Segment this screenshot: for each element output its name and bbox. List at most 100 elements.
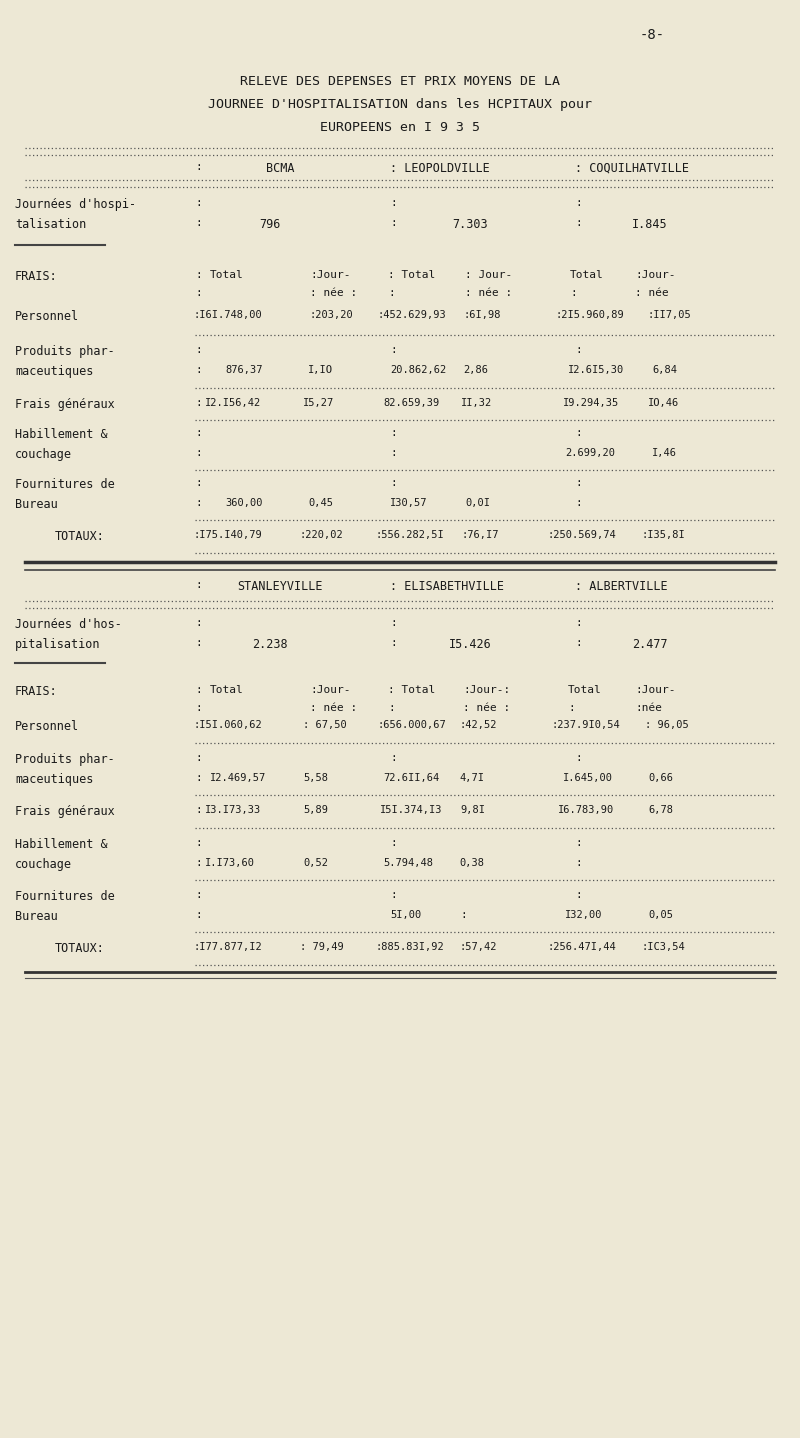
Text: I,IO: I,IO [308,365,333,375]
Text: :I6I.748,00: :I6I.748,00 [193,311,262,321]
Text: I.645,00: I.645,00 [563,774,613,784]
Text: Total: Total [570,270,604,280]
Text: Habillement &: Habillement & [15,429,108,441]
Text: :Jour-: :Jour- [635,270,675,280]
Text: STANLEYVILLE: STANLEYVILLE [238,580,322,592]
Text: :: : [460,910,466,920]
Text: :256.47I,44: :256.47I,44 [548,942,617,952]
Text: couchage: couchage [15,449,72,462]
Text: :: : [575,498,582,508]
Text: I.I73,60: I.I73,60 [205,858,255,869]
Text: :: : [195,288,202,298]
Text: :76,I7: :76,I7 [461,531,498,541]
Text: :: : [195,890,202,900]
Text: : Total: : Total [388,684,435,695]
Text: 0,66: 0,66 [648,774,673,784]
Text: 0,05: 0,05 [648,910,673,920]
Text: :: : [575,890,582,900]
Text: :: : [195,162,202,173]
Text: : née :: : née : [463,703,510,713]
Text: Journées d'hos-: Journées d'hos- [15,618,122,631]
Text: maceutiques: maceutiques [15,774,94,787]
Text: :: : [575,638,582,649]
Text: :: : [195,398,202,408]
Text: : née :: : née : [310,288,358,298]
Text: :: : [390,477,397,487]
Text: 2.477: 2.477 [632,638,668,651]
Text: 0,45: 0,45 [308,498,333,508]
Text: 0,0I: 0,0I [465,498,490,508]
Text: :: : [575,858,582,869]
Text: :Jour-:: :Jour-: [463,684,510,695]
Text: I32,00: I32,00 [565,910,602,920]
Text: I.845: I.845 [632,219,668,232]
Text: :: : [195,219,202,229]
Text: 0,52: 0,52 [303,858,328,869]
Text: :I75.I40,79: :I75.I40,79 [193,531,262,541]
Text: :2I5.960,89: :2I5.960,89 [555,311,624,321]
Text: 2.699,20: 2.699,20 [565,449,615,457]
Text: 0,38: 0,38 [459,858,484,869]
Text: : née: : née [635,288,669,298]
Text: :: : [195,858,202,869]
Text: :Jour-: :Jour- [310,684,350,695]
Text: TOTAUX:: TOTAUX: [55,942,105,955]
Text: :250.569,74: :250.569,74 [548,531,617,541]
Text: : 96,05: : 96,05 [645,720,689,731]
Text: 9,8I: 9,8I [460,805,485,815]
Text: :IC3,54: :IC3,54 [641,942,685,952]
Text: :: : [390,198,397,209]
Text: :220,02: :220,02 [300,531,344,541]
Text: Fournitures de: Fournitures de [15,890,114,903]
Text: : Jour-: : Jour- [465,270,512,280]
Text: Journées d'hospi-: Journées d'hospi- [15,198,136,211]
Text: :: : [575,198,582,209]
Text: : COQUILHATVILLE: : COQUILHATVILLE [575,162,689,175]
Text: I5.426: I5.426 [449,638,491,651]
Text: I6.783,90: I6.783,90 [558,805,614,815]
Text: :II7,05: :II7,05 [647,311,690,321]
Text: : Total: : Total [388,270,435,280]
Text: :I35,8I: :I35,8I [641,531,685,541]
Text: II,32: II,32 [461,398,492,408]
Text: I,46: I,46 [652,449,677,457]
Text: 72.6II,64: 72.6II,64 [383,774,439,784]
Text: : 79,49: : 79,49 [300,942,344,952]
Text: couchage: couchage [15,858,72,871]
Text: :: : [575,219,582,229]
Text: :: : [575,477,582,487]
Text: Produits phar-: Produits phar- [15,754,114,766]
Text: I5I.374,I3: I5I.374,I3 [380,805,442,815]
Text: :: : [195,429,202,439]
Text: FRAIS:: FRAIS: [15,684,58,697]
Text: 5,58: 5,58 [303,774,328,784]
Text: :Jour-: :Jour- [310,270,350,280]
Text: : née :: : née : [465,288,512,298]
Text: :I5I.060,62: :I5I.060,62 [193,720,262,731]
Text: I30,57: I30,57 [390,498,427,508]
Text: : née :: : née : [310,703,358,713]
Text: :: : [390,429,397,439]
Text: :452.629,93: :452.629,93 [378,311,446,321]
Text: :: : [195,910,202,920]
Text: :42,52: :42,52 [460,720,498,731]
Text: I5,27: I5,27 [303,398,334,408]
Text: :: : [575,618,582,628]
Text: Habillement &: Habillement & [15,838,108,851]
Text: 20.862,62: 20.862,62 [390,365,446,375]
Text: :656.000,67: :656.000,67 [378,720,446,731]
Text: :: : [390,449,397,457]
Text: 2.238: 2.238 [252,638,288,651]
Text: :: : [195,618,202,628]
Text: :: : [195,345,202,355]
Text: : 67,50: : 67,50 [303,720,346,731]
Text: :: : [195,754,202,764]
Text: :: : [390,890,397,900]
Text: BCMA: BCMA [266,162,294,175]
Text: :57,42: :57,42 [460,942,498,952]
Text: :: : [390,219,397,229]
Text: :: : [195,638,202,649]
Text: :: : [388,288,394,298]
Text: :: : [195,365,202,375]
Text: JOURNEE D'HOSPITALISATION dans les HCPITAUX pour: JOURNEE D'HOSPITALISATION dans les HCPIT… [208,98,592,111]
